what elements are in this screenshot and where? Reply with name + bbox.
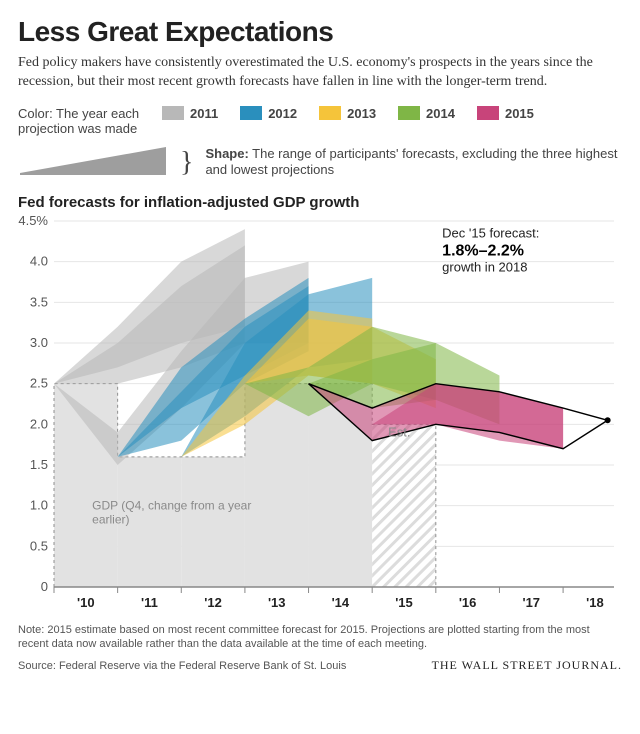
svg-text:'13: '13 bbox=[268, 595, 286, 610]
svg-text:3.0: 3.0 bbox=[30, 335, 48, 350]
svg-text:growth in 2018: growth in 2018 bbox=[442, 259, 527, 274]
legend-year-label: 2015 bbox=[505, 106, 534, 121]
svg-text:'12: '12 bbox=[204, 595, 222, 610]
legend-item: 2014 bbox=[398, 106, 455, 121]
svg-text:4.0: 4.0 bbox=[30, 254, 48, 269]
deck-text: Fed policy makers have consistently over… bbox=[18, 54, 622, 92]
legend-item: 2015 bbox=[477, 106, 534, 121]
svg-text:1.8%–2.2%: 1.8%–2.2% bbox=[442, 242, 524, 259]
svg-text:Dec '15 forecast:: Dec '15 forecast: bbox=[442, 225, 539, 240]
legend-swatch bbox=[319, 106, 341, 120]
legend-item: 2013 bbox=[319, 106, 376, 121]
svg-text:1.5: 1.5 bbox=[30, 457, 48, 472]
svg-text:'10: '10 bbox=[77, 595, 95, 610]
source-text: Source: Federal Reserve via the Federal … bbox=[18, 660, 346, 672]
svg-text:1.0: 1.0 bbox=[30, 498, 48, 513]
legend-year-label: 2013 bbox=[347, 106, 376, 121]
legend-swatch bbox=[162, 106, 184, 120]
infographic-page: { "title": "Less Great Expectations", "d… bbox=[0, 0, 640, 734]
wedge-icon bbox=[18, 145, 168, 180]
legend-label: Color: The year each projection was made bbox=[18, 106, 148, 137]
svg-text:'15: '15 bbox=[395, 595, 413, 610]
shape-text: Shape: The range of participants' foreca… bbox=[205, 146, 622, 179]
svg-text:'11: '11 bbox=[141, 595, 158, 610]
svg-text:'16: '16 bbox=[459, 595, 477, 610]
svg-text:'14: '14 bbox=[332, 595, 350, 610]
legend-swatch bbox=[398, 106, 420, 120]
note-text: Note: 2015 estimate based on most recent… bbox=[18, 623, 622, 652]
shape-desc: The range of participants' forecasts, ex… bbox=[205, 146, 617, 177]
svg-text:0: 0 bbox=[41, 579, 48, 594]
brace-icon: } bbox=[180, 150, 193, 175]
svg-text:2.0: 2.0 bbox=[30, 416, 48, 431]
legend-shape-row: } Shape: The range of participants' fore… bbox=[18, 145, 622, 180]
footer: Source: Federal Reserve via the Federal … bbox=[18, 658, 622, 673]
legend-year-label: 2014 bbox=[426, 106, 455, 121]
svg-text:Est.: Est. bbox=[388, 425, 410, 440]
svg-text:2.5: 2.5 bbox=[30, 376, 48, 391]
svg-text:3.5: 3.5 bbox=[30, 294, 48, 309]
legend-items: 2011 2012 2013 2014 2015 bbox=[162, 106, 622, 121]
legend-item: 2012 bbox=[240, 106, 297, 121]
svg-text:'18: '18 bbox=[586, 595, 604, 610]
svg-text:0.5: 0.5 bbox=[30, 538, 48, 553]
legend-item: 2011 bbox=[162, 106, 218, 121]
chart-svg: 0 0.5 1.0 1.5 2.0 2.5 3.0 3.5 4.0 4.5% '10 '11 '12 '1… bbox=[18, 215, 622, 615]
page-title: Less Great Expectations bbox=[18, 16, 622, 48]
legend-swatch bbox=[240, 106, 262, 120]
chart-subhead: Fed forecasts for inflation-adjusted GDP… bbox=[18, 194, 622, 211]
legend-year-label: 2011 bbox=[190, 106, 218, 121]
shape-prefix: Shape: bbox=[205, 146, 248, 161]
svg-text:'17: '17 bbox=[522, 595, 540, 610]
legend-color-row: Color: The year each projection was made… bbox=[18, 106, 622, 137]
chart: 0 0.5 1.0 1.5 2.0 2.5 3.0 3.5 4.0 4.5% '10 '11 '12 '1… bbox=[18, 215, 622, 615]
svg-text:4.5%: 4.5% bbox=[18, 215, 48, 228]
legend-year-label: 2012 bbox=[268, 106, 297, 121]
publication-text: THE WALL STREET JOURNAL. bbox=[432, 658, 622, 673]
legend-swatch bbox=[477, 106, 499, 120]
